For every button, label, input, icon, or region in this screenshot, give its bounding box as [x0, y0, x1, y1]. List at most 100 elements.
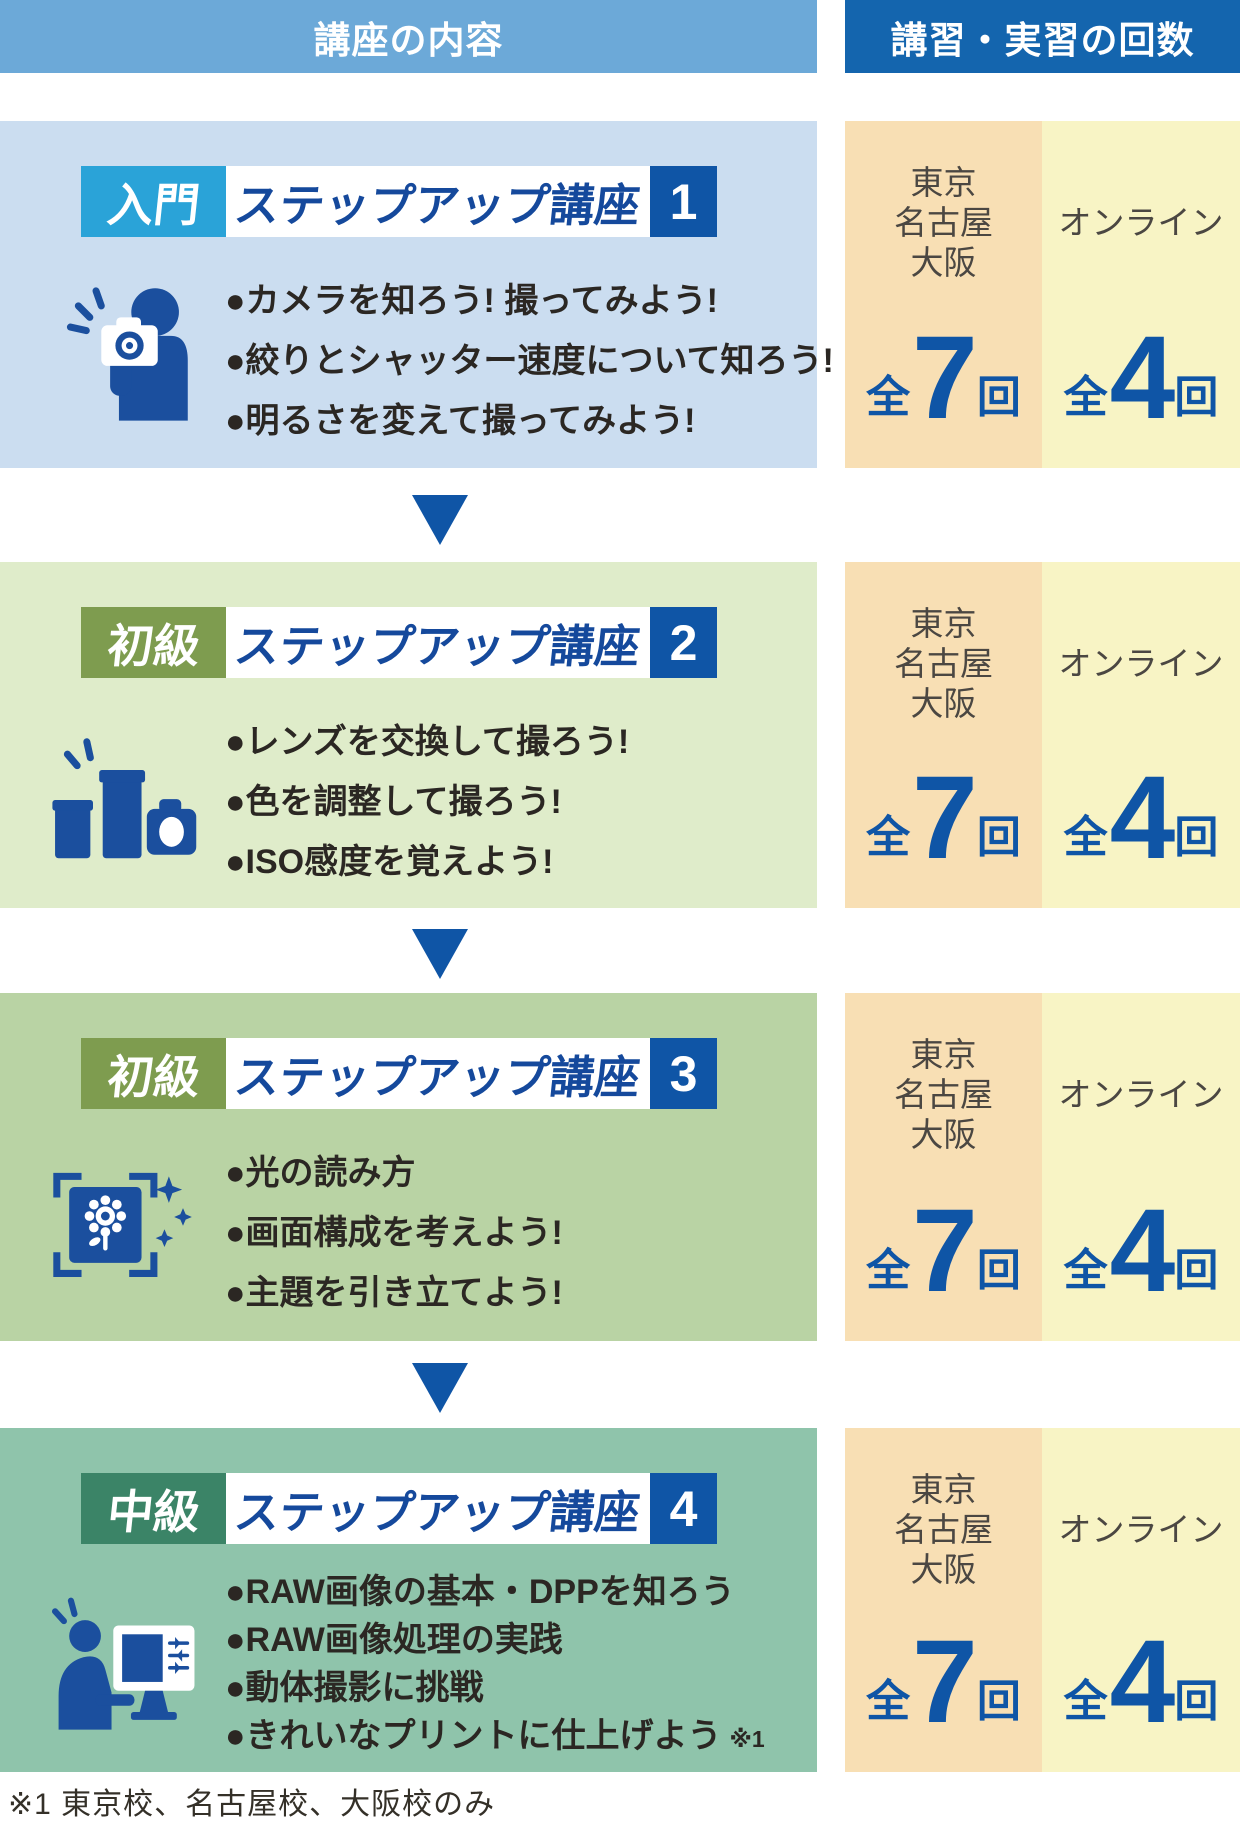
course-panel-4: 中級 ステップアップ講座 4 — [0, 1428, 817, 1772]
bullet-item: ●主題を引き立てよう! — [225, 1274, 563, 1312]
photographer-icon — [66, 279, 226, 429]
bullet-item: ●カメラを知ろう! 撮ってみよう! — [225, 282, 718, 320]
session-prefix: 全 — [866, 813, 911, 862]
header-course-content-label: 講座の内容 — [313, 19, 504, 61]
session-suffix: 回 — [976, 1246, 1021, 1295]
session-suffix: 回 — [1174, 1677, 1219, 1726]
online-label: オンライン — [1058, 204, 1224, 241]
bullet-item: ●レンズを交換して撮ろう! — [225, 723, 630, 761]
session-count: 4 — [1109, 751, 1176, 884]
level-label: 入門 — [104, 178, 202, 231]
session-count: 4 — [1109, 1184, 1176, 1317]
venue-names: 東京 名古屋 大阪 — [845, 1470, 1042, 1590]
course-bullets: ●RAW画像の基本・DPPを知ろう ●RAW画像処理の実践 ●動体撮影に挑戦 ●… — [225, 1568, 765, 1763]
bullet-item: ●色を調整して撮ろう! — [225, 783, 562, 821]
session-prefix: 全 — [866, 373, 911, 422]
level-badge: 入門 — [81, 166, 226, 237]
online-label: オンライン — [1058, 645, 1224, 682]
bullet-item: ●光の読み方 — [225, 1154, 416, 1192]
session-prefix: 全 — [866, 1677, 911, 1726]
course-panel-2: 初級 ステップアップ講座 2 — [0, 562, 817, 908]
footnote: ※1 東京校、名古屋校、大阪校のみ — [8, 1788, 496, 1821]
course-number-badge: 1 — [650, 166, 717, 237]
session-count: 4 — [1109, 1615, 1176, 1748]
venue-line: 名古屋 — [894, 1076, 993, 1113]
course-title: ステップアップ講座 — [226, 1038, 650, 1109]
venue-line: 東京 — [910, 1471, 977, 1508]
session-prefix: 全 — [1063, 1677, 1108, 1726]
session-count: 7 — [912, 311, 978, 444]
course-title: ステップアップ講座 — [226, 1473, 650, 1544]
camera-lenses-icon — [48, 722, 208, 872]
header-session-counts: 講習・実習の回数 — [845, 0, 1240, 73]
level-badge: 中級 — [81, 1473, 226, 1544]
course-number-badge: 2 — [650, 607, 717, 678]
header-session-counts-label: 講習・実習の回数 — [890, 19, 1195, 61]
footnote-mark: ※1 — [729, 1726, 765, 1752]
venue-names: 東京 名古屋 大阪 — [845, 163, 1042, 283]
course-title: ステップアップ講座 — [226, 607, 650, 678]
course-title-label: ステップアップ講座 — [232, 621, 643, 672]
course-row-4: 中級 ステップアップ講座 4 — [0, 1428, 1240, 1772]
course-bullets: ●光の読み方 ●画面構成を考えよう! ●主題を引き立てよう! — [225, 1143, 563, 1323]
bullet-item: ●RAW画像処理の実践 — [225, 1621, 563, 1659]
session-suffix: 回 — [976, 813, 1021, 862]
down-arrow-icon — [412, 1363, 468, 1413]
level-label: 初級 — [104, 619, 202, 672]
course-bullets: ●カメラを知ろう! 撮ってみよう! ●絞りとシャッター速度について知ろう! ●明… — [225, 271, 834, 451]
course-number-badge: 3 — [650, 1038, 717, 1109]
session-suffix: 回 — [976, 1677, 1021, 1726]
venue-names: 東京 名古屋 大阪 — [845, 604, 1042, 724]
venue-line: 大阪 — [910, 685, 977, 722]
course-title-label: ステップアップ講座 — [232, 1487, 643, 1538]
venue-line: 大阪 — [910, 1551, 977, 1588]
course-title-row: 入門 ステップアップ講座 1 — [81, 166, 717, 237]
course-bullets: ●レンズを交換して撮ろう! ●色を調整して撮ろう! ●ISO感度を覚えよう! — [225, 712, 629, 892]
session-count: 7 — [912, 751, 978, 884]
bullet-item: ●画面構成を考えよう! — [225, 1214, 563, 1252]
level-badge: 初級 — [81, 1038, 226, 1109]
course-title-label: ステップアップ講座 — [232, 180, 643, 231]
session-prefix: 全 — [1063, 813, 1108, 862]
header-course-content: 講座の内容 — [0, 0, 817, 73]
raw-editing-computer-icon — [48, 1588, 208, 1738]
session-count: 7 — [912, 1184, 978, 1317]
course-title: ステップアップ講座 — [226, 166, 650, 237]
session-prefix: 全 — [1063, 373, 1108, 422]
venue-line: 東京 — [910, 605, 977, 642]
course-panel-1: 入門 ステップアップ講座 1 — [0, 121, 834, 468]
course-number-badge: 4 — [650, 1473, 717, 1544]
course-number: 2 — [669, 614, 698, 671]
course-panel-3: 初級 ステップアップ講座 3 — [0, 993, 817, 1341]
session-suffix: 回 — [1174, 813, 1219, 862]
online-label: オンライン — [1058, 1076, 1224, 1113]
venue-line: 大阪 — [910, 1116, 977, 1153]
bullet-item: ●ISO感度を覚えよう! — [225, 843, 554, 881]
bullet-item: ●明るさを変えて撮ってみよう! — [225, 402, 696, 440]
course-title-row: 中級 ステップアップ講座 4 — [81, 1473, 717, 1544]
level-badge: 初級 — [81, 607, 226, 678]
course-number: 3 — [669, 1045, 698, 1102]
bullet-item: ●動体撮影に挑戦 — [225, 1669, 484, 1707]
session-suffix: 回 — [976, 373, 1021, 422]
venue-line: 大阪 — [910, 244, 977, 281]
down-arrow-icon — [412, 929, 468, 979]
bullet-text: ●きれいなプリントに仕上げよう — [225, 1717, 722, 1755]
bullet-item: ●きれいなプリントに仕上げよう ※1 — [225, 1712, 765, 1763]
venue-line: 名古屋 — [894, 204, 993, 241]
online-label: オンライン — [1058, 1511, 1224, 1548]
